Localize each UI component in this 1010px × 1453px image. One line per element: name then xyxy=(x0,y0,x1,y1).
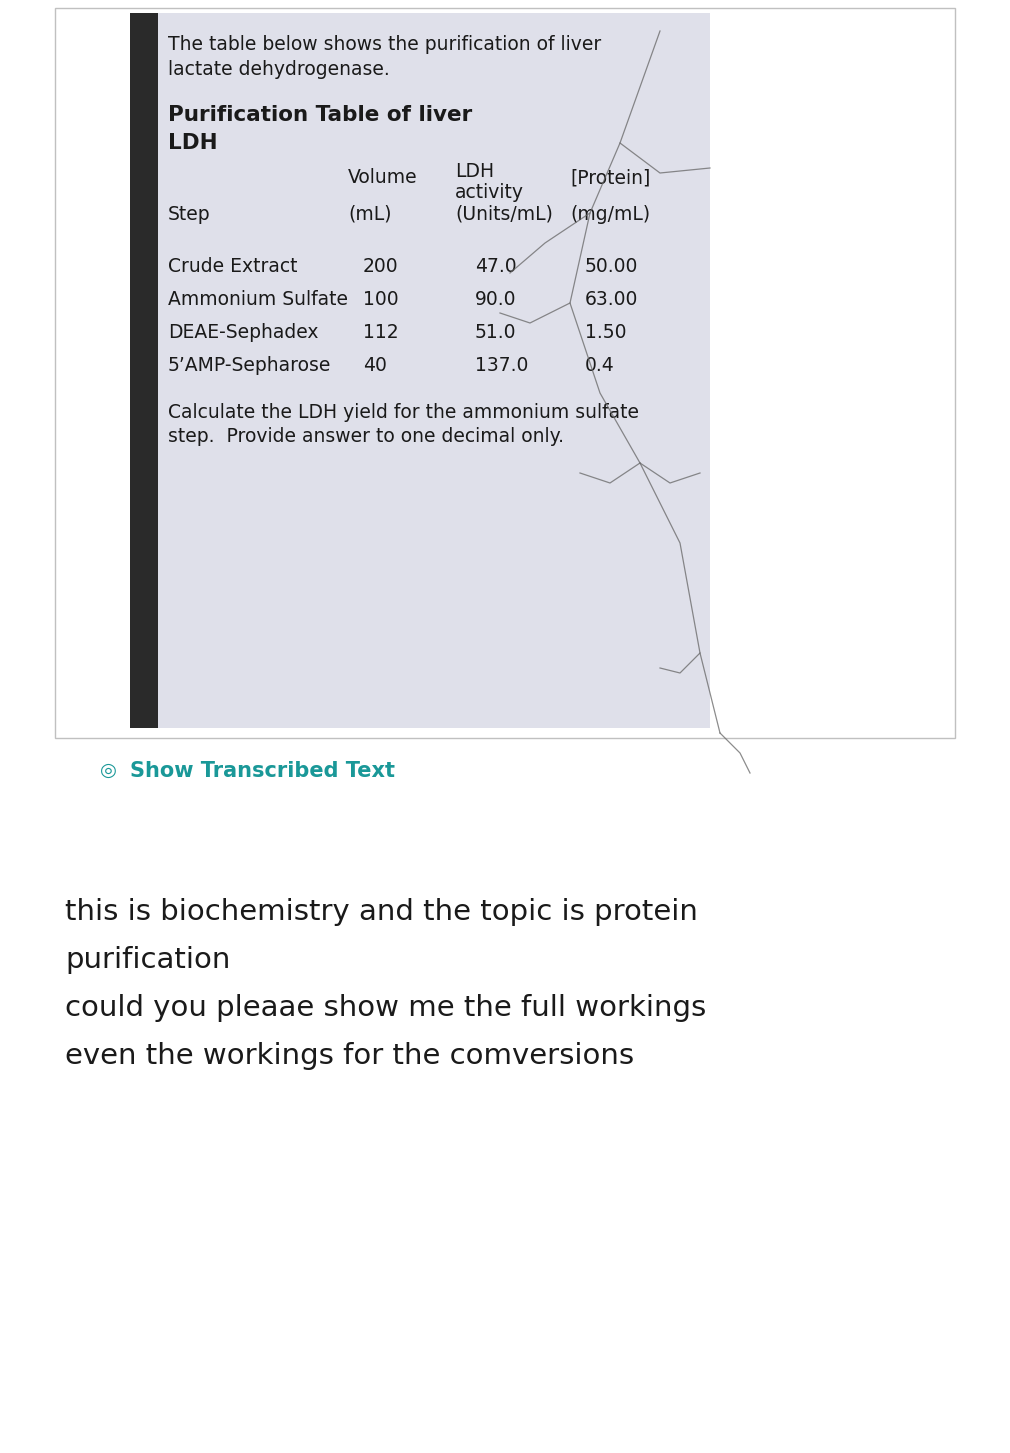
Text: Volume: Volume xyxy=(348,169,417,187)
Text: 50.00: 50.00 xyxy=(585,257,638,276)
Text: (mg/mL): (mg/mL) xyxy=(570,205,650,224)
Text: LDH: LDH xyxy=(168,134,217,153)
Text: DEAE-Sephadex: DEAE-Sephadex xyxy=(168,323,318,341)
Text: LDH: LDH xyxy=(454,161,494,182)
Bar xyxy=(130,13,710,728)
Text: Crude Extract: Crude Extract xyxy=(168,257,298,276)
Text: 200: 200 xyxy=(363,257,399,276)
Text: 0.4: 0.4 xyxy=(585,356,615,375)
Text: Ammonium Sulfate: Ammonium Sulfate xyxy=(168,291,348,309)
Text: purification: purification xyxy=(65,946,230,974)
Text: 100: 100 xyxy=(363,291,399,309)
Text: activity: activity xyxy=(454,183,524,202)
Text: 63.00: 63.00 xyxy=(585,291,638,309)
Text: 1.50: 1.50 xyxy=(585,323,626,341)
Text: 40: 40 xyxy=(363,356,387,375)
Text: 112: 112 xyxy=(363,323,399,341)
Text: Purification Table of liver: Purification Table of liver xyxy=(168,105,473,125)
Text: (mL): (mL) xyxy=(348,205,392,224)
Text: could you pleaae show me the full workings: could you pleaae show me the full workin… xyxy=(65,994,706,1021)
Text: Show Transcribed Text: Show Transcribed Text xyxy=(130,761,395,782)
Text: lactate dehydrogenase.: lactate dehydrogenase. xyxy=(168,60,390,78)
Text: The table below shows the purification of liver: The table below shows the purification o… xyxy=(168,35,601,54)
Text: 90.0: 90.0 xyxy=(475,291,516,309)
Text: Step: Step xyxy=(168,205,211,224)
Text: Calculate the LDH yield for the ammonium sulfate: Calculate the LDH yield for the ammonium… xyxy=(168,402,639,421)
Text: [Protein]: [Protein] xyxy=(570,169,650,187)
Text: 51.0: 51.0 xyxy=(475,323,516,341)
Text: 5’AMP-Sepharose: 5’AMP-Sepharose xyxy=(168,356,331,375)
Bar xyxy=(55,9,955,738)
Text: 137.0: 137.0 xyxy=(475,356,528,375)
Text: 47.0: 47.0 xyxy=(475,257,517,276)
Text: this is biochemistry and the topic is protein: this is biochemistry and the topic is pr… xyxy=(65,898,698,926)
Text: ◎: ◎ xyxy=(100,761,117,780)
Bar xyxy=(130,13,158,728)
Text: step.  Provide answer to one decimal only.: step. Provide answer to one decimal only… xyxy=(168,427,564,446)
Text: (Units/mL): (Units/mL) xyxy=(454,205,552,224)
Text: even the workings for the comversions: even the workings for the comversions xyxy=(65,1042,634,1069)
